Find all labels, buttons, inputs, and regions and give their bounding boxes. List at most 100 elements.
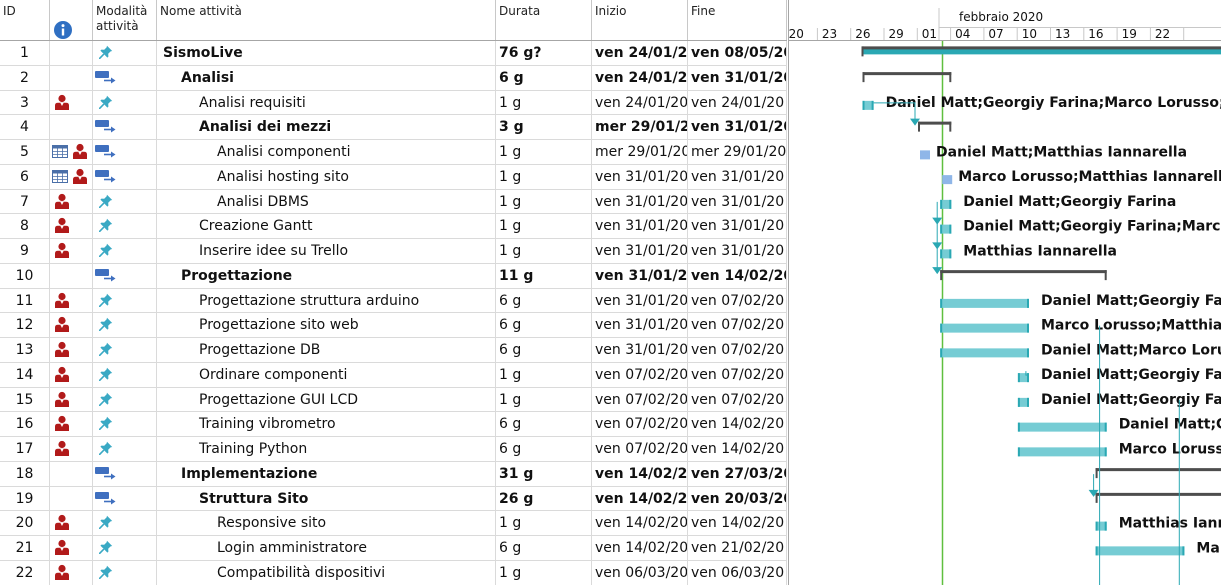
task-name[interactable]: Analisi DBMS <box>157 189 496 214</box>
task-start[interactable]: ven 07/02/20 <box>592 437 688 461</box>
task-name[interactable]: Progettazione DB <box>157 338 496 362</box>
task-name[interactable]: Progettazione GUI LCD <box>157 387 496 412</box>
task-name[interactable]: Implementazione <box>157 461 496 486</box>
table-row[interactable]: 18 Implementazione 31 g ven 14/02/20 ven 27/… <box>0 461 787 487</box>
task-end[interactable]: ven 24/01/20 <box>688 90 787 115</box>
table-row[interactable]: 13 Progettazione DB 6 g ven 31/01/20 ven 07/… <box>0 338 787 363</box>
task-mode[interactable] <box>93 164 157 189</box>
task-end[interactable]: ven 06/03/20 <box>688 560 787 585</box>
task-end[interactable]: ven 27/03/20 <box>688 461 787 486</box>
task-start[interactable]: ven 31/01/20 <box>592 214 688 238</box>
table-row[interactable]: 5 Analisi componenti 1 g mer 29/01/20 mer 29… <box>0 140 787 165</box>
task-start[interactable]: ven 24/01/20 <box>592 41 688 65</box>
task-start[interactable]: ven 14/02/20 <box>592 461 688 486</box>
task-mode[interactable] <box>93 486 157 511</box>
table-row[interactable]: 11 Progettazione struttura arduino 6 g ven … <box>0 288 787 314</box>
task-mode[interactable] <box>93 189 157 214</box>
task-name[interactable]: Struttura Sito <box>157 486 496 511</box>
table-row[interactable]: 10 Progettazione 11 g ven 31/01/20 ven 14/02… <box>0 263 787 289</box>
task-start[interactable]: ven 24/01/20 <box>592 90 688 115</box>
task-duration[interactable]: 6 g <box>496 338 592 362</box>
table-row[interactable]: 15 Progettazione GUI LCD 1 g ven 07/02/20 ve… <box>0 387 787 413</box>
task-end[interactable]: ven 07/02/20 <box>688 387 787 412</box>
task-duration[interactable]: 1 g <box>496 214 592 238</box>
task-end[interactable]: ven 07/02/20 <box>688 362 787 387</box>
task-mode[interactable] <box>93 362 157 387</box>
task-start[interactable]: ven 06/03/20 <box>592 560 688 585</box>
table-row[interactable]: 20 Responsive sito 1 g ven 14/02/20 ven 14/0… <box>0 511 787 536</box>
task-end[interactable]: ven 31/01/20 <box>688 239 787 263</box>
task-duration[interactable]: 1 g <box>496 362 592 387</box>
task-start[interactable]: ven 07/02/20 <box>592 362 688 387</box>
task-duration[interactable]: 1 g <box>496 140 592 164</box>
table-row[interactable]: 2 Analisi 6 g ven 24/01/20 ven 31/01/20 <box>0 65 787 91</box>
task-mode[interactable] <box>93 41 157 65</box>
task-end[interactable]: mer 29/01/20 <box>688 140 787 164</box>
task-name[interactable]: Analisi <box>157 65 496 90</box>
table-row[interactable]: 1 SismoLive 76 g? ven 24/01/20 ven 08/05/20 <box>0 41 787 66</box>
task-mode[interactable] <box>93 313 157 337</box>
task-start[interactable]: ven 31/01/20 <box>592 189 688 214</box>
task-mode[interactable] <box>93 115 157 139</box>
task-duration[interactable]: 6 g <box>496 412 592 436</box>
task-start[interactable]: ven 24/01/20 <box>592 65 688 90</box>
task-end[interactable]: ven 07/02/20 <box>688 313 787 337</box>
task-start[interactable]: ven 31/01/20 <box>592 288 688 313</box>
task-end[interactable]: ven 31/01/20 <box>688 214 787 238</box>
task-name[interactable]: Inserire idee su Trello <box>157 239 496 263</box>
task-mode[interactable] <box>93 263 157 288</box>
table-row[interactable]: 19 Struttura Sito 26 g ven 14/02/20 ven 20/0… <box>0 486 787 512</box>
task-start[interactable]: ven 31/01/20 <box>592 338 688 362</box>
table-row[interactable]: 12 Progettazione sito web 6 g ven 31/01/20 v… <box>0 313 787 338</box>
task-mode[interactable] <box>93 560 157 585</box>
task-end[interactable]: ven 21/02/20 <box>688 536 787 560</box>
column-header-info[interactable] <box>50 0 93 40</box>
task-end[interactable]: ven 31/01/20 <box>688 189 787 214</box>
task-end[interactable]: ven 31/01/20 <box>688 115 787 139</box>
task-end[interactable]: ven 14/02/20 <box>688 263 787 288</box>
task-duration[interactable]: 1 g <box>496 189 592 214</box>
task-duration[interactable]: 1 g <box>496 560 592 585</box>
task-name[interactable]: Progettazione <box>157 263 496 288</box>
column-header-start[interactable]: Inizio <box>592 0 688 40</box>
task-mode[interactable] <box>93 387 157 412</box>
task-mode[interactable] <box>93 239 157 263</box>
task-start[interactable]: ven 31/01/20 <box>592 164 688 189</box>
gantt-chart[interactable]: febbraio 2020 17202326290104071013161922… <box>788 0 1221 585</box>
task-end[interactable]: ven 08/05/20 <box>688 41 787 65</box>
task-duration[interactable]: 1 g <box>496 387 592 412</box>
table-row[interactable]: 17 Training Python 6 g ven 07/02/20 ven 14/0… <box>0 437 787 462</box>
table-row[interactable]: 7 Analisi DBMS 1 g ven 31/01/20 ven 31/01/20 <box>0 189 787 215</box>
task-end[interactable]: ven 31/01/20 <box>688 65 787 90</box>
table-row[interactable]: 9 Inserire idee su Trello 1 g ven 31/01/20 v… <box>0 239 787 264</box>
task-mode[interactable] <box>93 412 157 436</box>
task-mode[interactable] <box>93 214 157 238</box>
task-end[interactable]: ven 07/02/20 <box>688 288 787 313</box>
task-name[interactable]: SismoLive <box>157 41 496 65</box>
task-duration[interactable]: 1 g <box>496 511 592 535</box>
column-header-name[interactable]: Nome attività <box>157 0 496 40</box>
task-mode[interactable] <box>93 90 157 115</box>
task-name[interactable]: Training Python <box>157 437 496 461</box>
table-row[interactable]: 8 Creazione Gantt 1 g ven 31/01/20 ven 31/01… <box>0 214 787 239</box>
task-end[interactable]: ven 07/02/20 <box>688 338 787 362</box>
table-row[interactable]: 14 Ordinare componenti 1 g ven 07/02/20 ven … <box>0 362 787 388</box>
task-name[interactable]: Training vibrometro <box>157 412 496 436</box>
task-mode[interactable] <box>93 338 157 362</box>
task-mode[interactable] <box>93 437 157 461</box>
task-duration[interactable]: 76 g? <box>496 41 592 65</box>
task-start[interactable]: ven 14/02/20 <box>592 511 688 535</box>
task-duration[interactable]: 26 g <box>496 486 592 511</box>
table-row[interactable]: 21 Login amministratore 6 g ven 14/02/20 ven… <box>0 536 787 561</box>
task-name[interactable]: Analisi dei mezzi <box>157 115 496 139</box>
task-duration[interactable]: 6 g <box>496 313 592 337</box>
task-start[interactable]: mer 29/01/20 <box>592 140 688 164</box>
task-mode[interactable] <box>93 65 157 90</box>
gantt-canvas[interactable]: febbraio 2020 17202326290104071013161922… <box>789 0 1221 585</box>
task-duration[interactable]: 6 g <box>496 288 592 313</box>
column-header-end[interactable]: Fine <box>688 0 787 40</box>
task-start[interactable]: mer 29/01/20 <box>592 115 688 139</box>
task-start[interactable]: ven 31/01/20 <box>592 239 688 263</box>
table-row[interactable]: 6 Analisi hosting sito 1 g ven 31/01/20 ven … <box>0 164 787 190</box>
task-mode[interactable] <box>93 461 157 486</box>
